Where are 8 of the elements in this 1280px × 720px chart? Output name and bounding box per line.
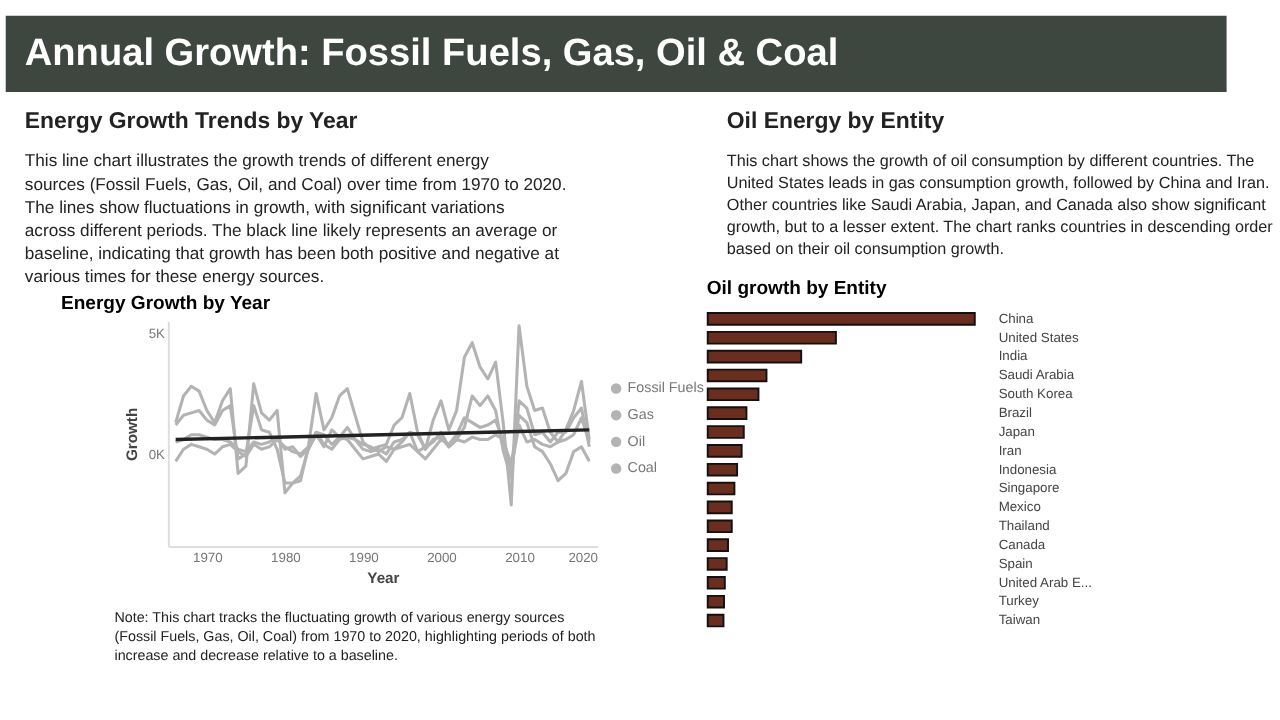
text: Annual Growth: Fossil Fuels, Gas, Oil & Coal [24, 33, 839, 76]
text: Oil Energy by Entity [726, 110, 946, 135]
chart-title: Oil growth by Entity [706, 278, 888, 301]
chart-title: Energy Growth by Year [61, 293, 271, 316]
text: This line chart illustrates the growth trends of different energy sources (Fossil Fuels, Gas, Oil, and Coal) over time from 1970 to 2020. The lines show fluctuations in growth, with significant variations across different periods. The black line likely represents an average or baseline, indicating that growth has been both positive and negative at various times for these energy sources. [24, 150, 567, 287]
text: Energy Growth Trends by Year [24, 110, 359, 135]
x-axis-title: Year [367, 569, 400, 588]
y-axis-title: Growth [123, 407, 142, 462]
